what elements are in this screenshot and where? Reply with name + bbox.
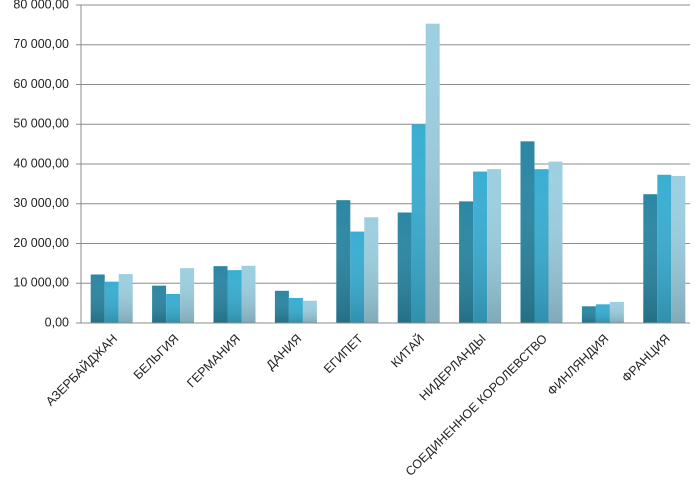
bar-shade bbox=[166, 293, 181, 323]
x-tick-label: КИТАЙ bbox=[388, 331, 427, 370]
bar-shade bbox=[581, 306, 596, 323]
y-tick-label: 50 000,00 bbox=[13, 117, 69, 131]
x-tick-label: ФРАНЦИЯ bbox=[619, 332, 672, 385]
bar-shade bbox=[487, 169, 502, 323]
bar-shade bbox=[397, 212, 412, 323]
bar-shade bbox=[104, 281, 119, 323]
bar-shade bbox=[288, 297, 303, 323]
bar-shade bbox=[548, 161, 563, 323]
bar-shade bbox=[227, 270, 242, 323]
x-tick-label: ДАНИЯ bbox=[263, 332, 304, 373]
bar-shade bbox=[473, 171, 488, 323]
y-tick-label: 20 000,00 bbox=[13, 236, 69, 250]
x-tick-label: БЕЛЬГИЯ bbox=[131, 332, 182, 383]
bar-shade bbox=[671, 175, 686, 323]
bar-shade bbox=[336, 200, 351, 323]
bar-shade bbox=[118, 274, 133, 323]
bar-shade bbox=[274, 290, 289, 323]
y-tick-label: 30 000,00 bbox=[13, 196, 69, 210]
y-tick-label: 70 000,00 bbox=[13, 37, 69, 51]
bar-shade bbox=[657, 174, 672, 323]
bar-shade bbox=[350, 231, 365, 323]
y-tick-label: 0,00 bbox=[45, 315, 69, 329]
y-tick-label: 80 000,00 bbox=[13, 0, 69, 11]
bar-shade bbox=[241, 265, 256, 323]
x-tick-label: ФИНЛЯНДИЯ bbox=[545, 332, 612, 399]
bar-shade bbox=[180, 268, 195, 323]
x-tick-label: ЕГИПЕТ bbox=[321, 331, 366, 376]
bar-shade bbox=[411, 124, 426, 323]
bar-shade bbox=[364, 217, 379, 323]
x-tick-label: ГЕРМАНИЯ bbox=[184, 332, 243, 391]
bar-shade bbox=[609, 301, 624, 323]
bar-shade bbox=[595, 304, 610, 323]
bar-shade bbox=[302, 300, 317, 323]
bar-shade bbox=[643, 194, 658, 323]
y-tick-label: 40 000,00 bbox=[13, 156, 69, 170]
bar-shade bbox=[152, 285, 167, 323]
bar-shade bbox=[425, 23, 440, 324]
y-tick-label: 60 000,00 bbox=[13, 77, 69, 91]
bar-shade bbox=[90, 274, 105, 323]
y-tick-label: 10 000,00 bbox=[13, 276, 69, 290]
bar-shade bbox=[459, 201, 474, 323]
bar-shade bbox=[213, 266, 228, 323]
bar-shade bbox=[520, 141, 535, 323]
x-tick-label: АЗЕРБАЙДЖАН bbox=[42, 331, 120, 409]
bar-shade bbox=[534, 169, 549, 323]
